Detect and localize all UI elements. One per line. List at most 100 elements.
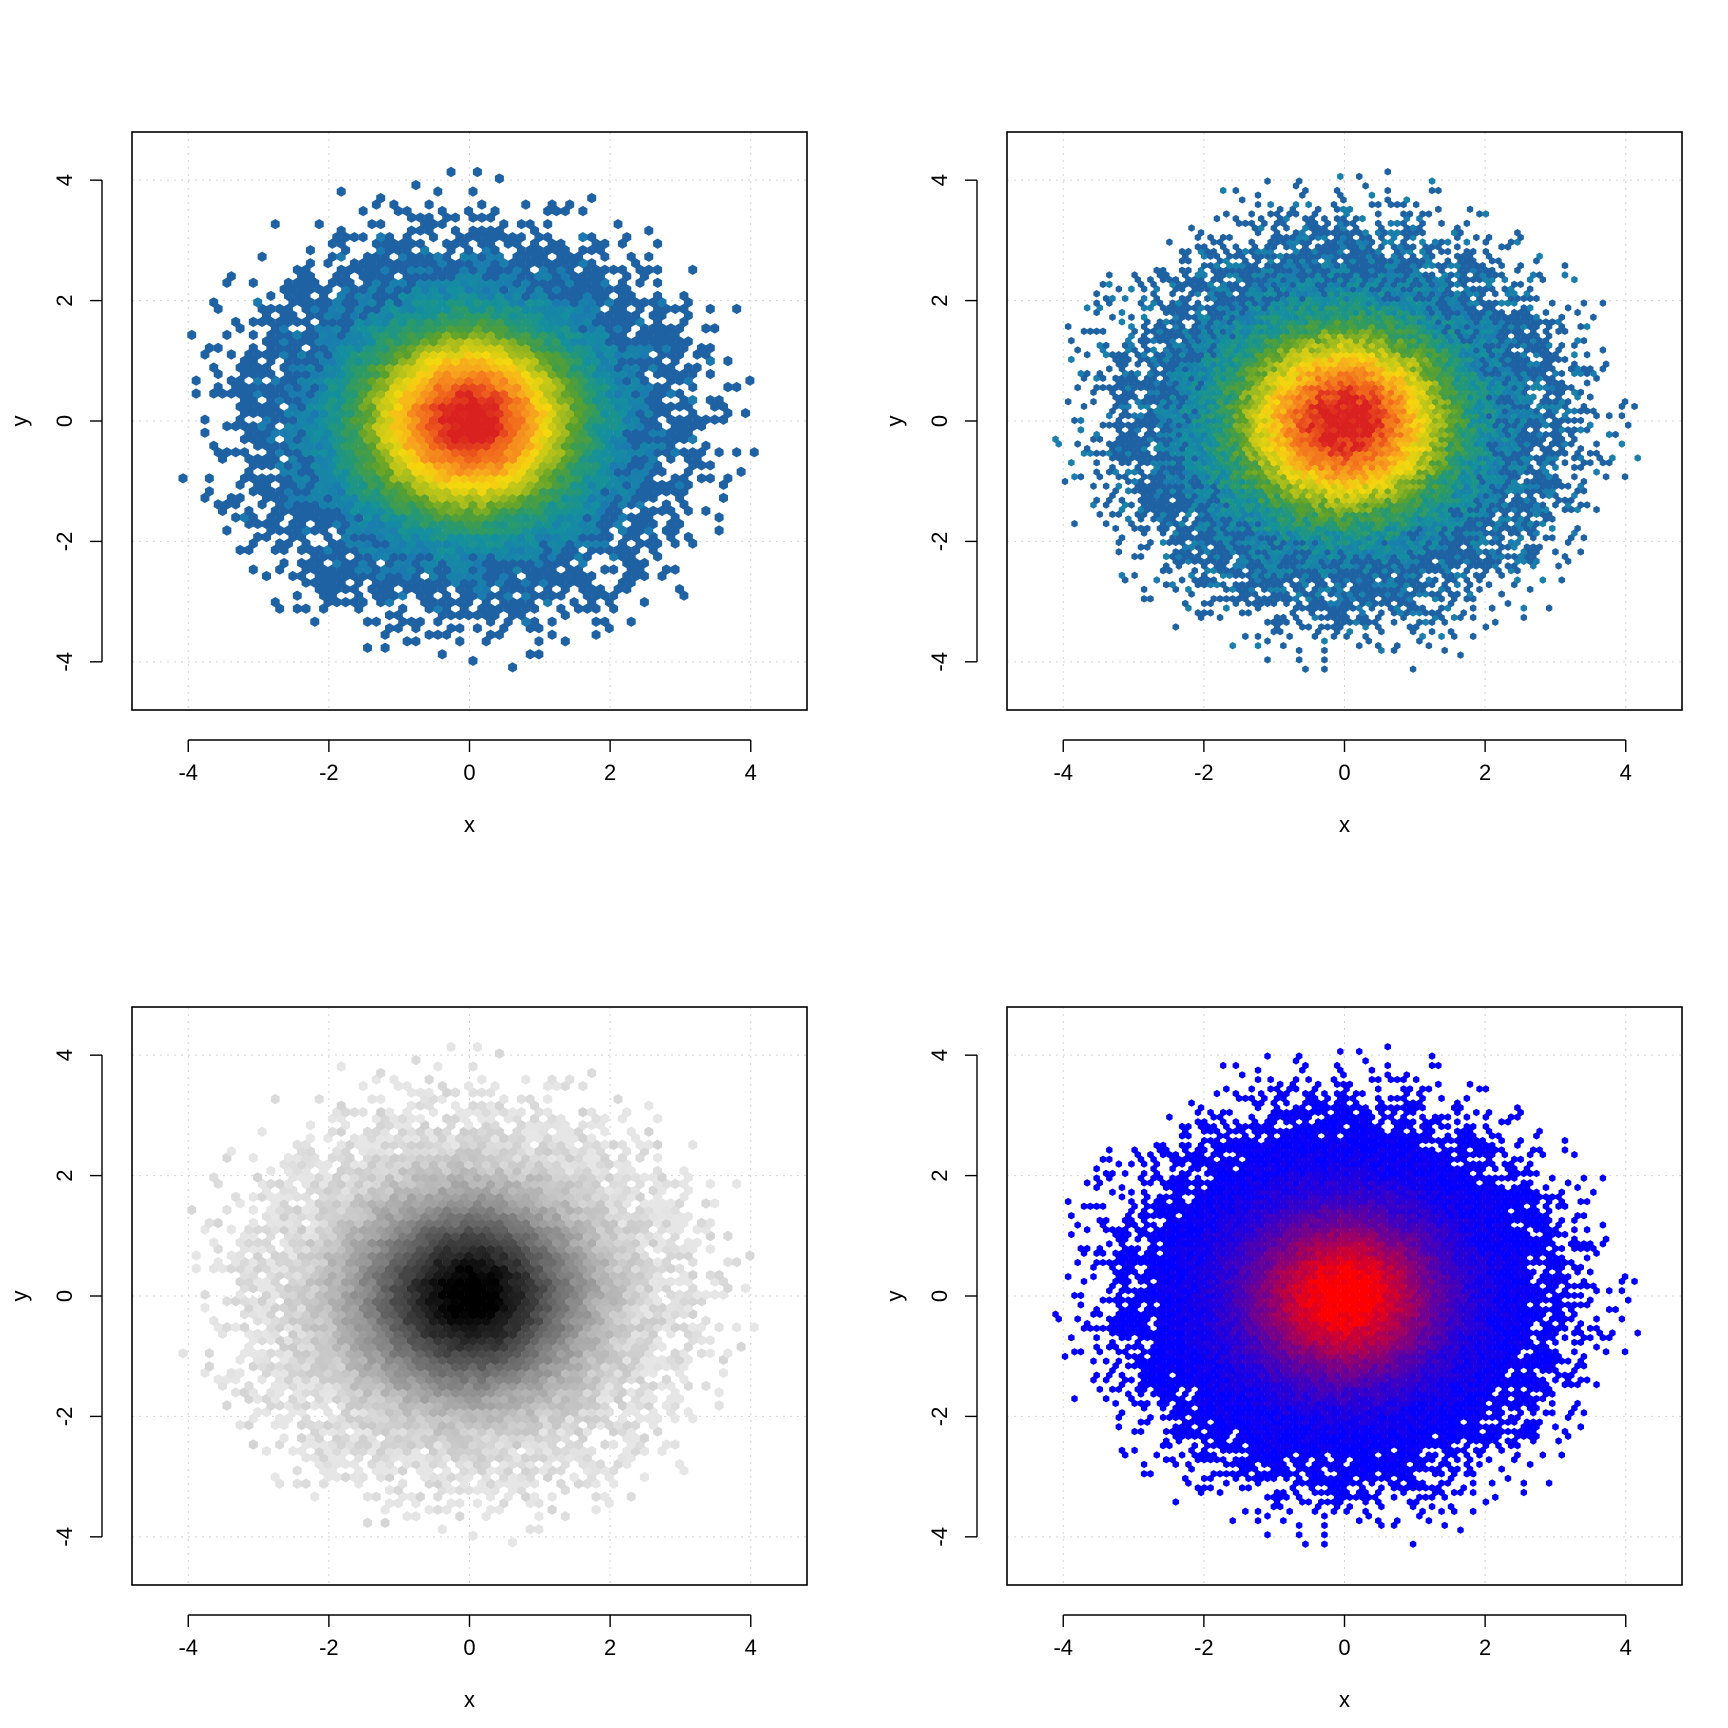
hexbin-cell <box>653 239 662 249</box>
hexbin-cell <box>1116 548 1122 556</box>
hexbin-cell <box>710 323 719 333</box>
hexbin-cell <box>1505 553 1512 561</box>
hexbin-cell <box>1571 464 1577 471</box>
hexbin-cell <box>1584 501 1590 509</box>
hexbin-cell <box>1128 501 1135 509</box>
hexbin-cell <box>706 304 715 314</box>
x-tick-label: -2 <box>319 760 339 785</box>
hexbin-cell <box>310 617 319 627</box>
hexbin-cell <box>425 199 434 209</box>
hexbin-cell <box>644 226 653 236</box>
hexbin-cell <box>1492 619 1498 627</box>
hexbin-cell <box>222 525 231 535</box>
hexbin-cell <box>1521 604 1527 612</box>
hexbin-cell <box>508 662 517 672</box>
hexbin-cell <box>1068 459 1075 466</box>
hexbin-cell <box>688 265 697 275</box>
hexbin-cell <box>1296 656 1303 663</box>
hexbin-cell <box>1093 459 1100 466</box>
hexbin-cell <box>1470 614 1477 622</box>
hexbin-cell <box>715 447 724 457</box>
hexbin-cell <box>1498 590 1505 597</box>
hexbin-cell <box>477 213 486 223</box>
hexbin-cell <box>433 630 442 640</box>
hexbin-cell <box>201 428 210 438</box>
hexbin-cell <box>288 571 297 581</box>
hexbin-cell <box>1242 633 1249 641</box>
hexbin-cell <box>1239 609 1245 617</box>
hexbin-cell <box>262 571 271 581</box>
hexbin-cell <box>1138 543 1145 551</box>
hexbin-cell <box>372 617 381 627</box>
hexbin-cell <box>1559 576 1566 583</box>
hexbin-cell <box>1264 656 1270 663</box>
hexbin-cell <box>271 219 280 229</box>
hexbin-cell <box>521 199 530 209</box>
hexbin-cell <box>1321 647 1328 654</box>
hexbin-cell <box>1125 487 1131 495</box>
hexbin-cell <box>1442 647 1448 654</box>
hexbin-cell <box>293 604 302 614</box>
hexbin-cell <box>363 643 372 653</box>
hexbin-cell <box>359 206 368 216</box>
hexbin-cell <box>179 473 188 483</box>
y-tick-label: -2 <box>52 532 77 552</box>
hexbin-cell <box>1255 633 1261 641</box>
hexbin-cell <box>1578 548 1585 556</box>
hexbin-cell <box>543 219 552 229</box>
hexbin-cell <box>1622 473 1629 480</box>
hexbin-cell <box>1074 440 1081 448</box>
hexbin-cell <box>1571 473 1577 480</box>
hexbin-cell <box>1587 450 1594 457</box>
hexbin-cell <box>706 460 715 470</box>
hexbin-cell <box>535 636 544 646</box>
hexbin-cell <box>1356 642 1363 649</box>
hexbin-cell <box>341 597 350 607</box>
hexbin-cell <box>1593 506 1600 514</box>
hexbin-cell <box>1549 534 1556 541</box>
hexbin-cell <box>350 232 359 242</box>
hexbin-cell <box>723 382 732 392</box>
hexbin-cell <box>192 388 201 398</box>
hexbin-cell <box>1470 633 1477 641</box>
hexbin-cell <box>473 623 482 633</box>
hexbin-cell <box>741 408 750 418</box>
hexbin-cell <box>671 304 680 314</box>
y-tick-label: 0 <box>52 415 77 427</box>
hexbin-cell <box>222 421 231 431</box>
hexbin-cell <box>1071 473 1077 480</box>
hexbin-cell <box>368 219 377 229</box>
hexbin-cell <box>447 167 456 177</box>
hexbin-cell <box>1505 600 1512 607</box>
hexbin-cell <box>1071 520 1077 527</box>
hexbin-cell <box>719 493 728 503</box>
hexbin-cell <box>1112 525 1119 532</box>
hexbin-cell <box>1451 614 1457 622</box>
hexbin-cell <box>451 213 460 223</box>
hexbin-cell <box>1173 623 1180 631</box>
hexbin-cell <box>1223 604 1230 612</box>
hexbin-cell <box>1230 642 1236 649</box>
hexbin-cell <box>1549 525 1556 532</box>
hexbin-cell <box>526 649 535 659</box>
hexbin-cell <box>1483 623 1490 631</box>
hexbin-cell <box>1141 586 1147 593</box>
hexbin-cell <box>214 343 223 353</box>
hexbin-cell <box>1109 511 1116 518</box>
hexbin-cell <box>425 630 434 640</box>
hexbin-cell <box>1163 553 1170 561</box>
hexbin-cell <box>710 415 719 425</box>
hexbin-cell <box>1280 642 1287 649</box>
hexbin-cell <box>1324 623 1331 631</box>
hexbin-cell <box>1223 595 1230 602</box>
hexbin-cell <box>592 617 601 627</box>
hexbin-cell <box>1603 473 1610 480</box>
hexbin-cell <box>1410 666 1417 673</box>
hexbin-cell <box>1131 572 1137 580</box>
hexbin-cell <box>403 636 412 646</box>
hexbin-cell <box>715 525 724 535</box>
hexbin-cell <box>737 467 746 477</box>
hexbin-cell <box>249 278 258 288</box>
y-tick-label: 2 <box>52 294 77 306</box>
